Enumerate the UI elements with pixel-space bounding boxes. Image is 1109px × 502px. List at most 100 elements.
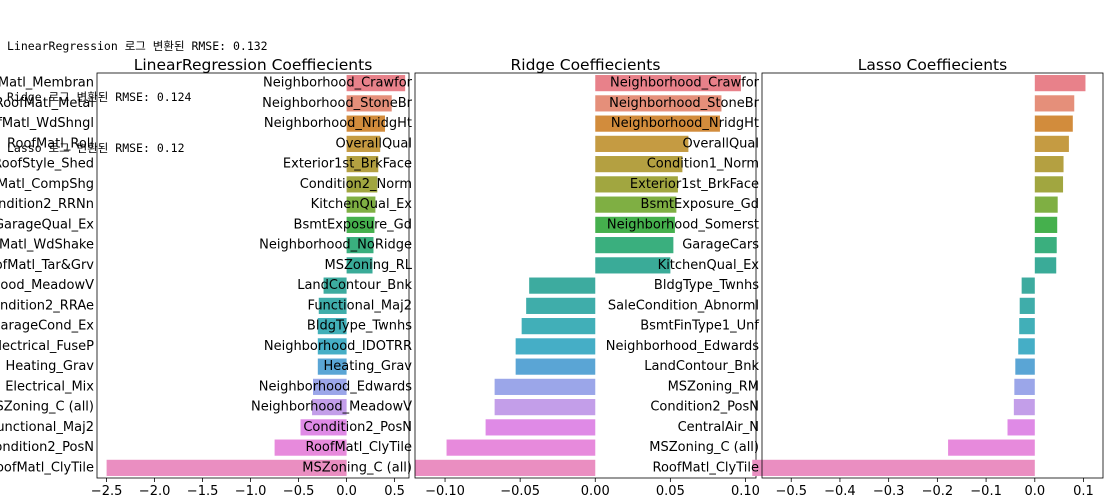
rmse-line-linear: LinearRegression 로그 변환된 RMSE: 0.132 [7, 39, 268, 53]
bar-kitchenqual-ex [595, 196, 677, 213]
bar-neighborhood-edwards [494, 378, 596, 395]
x-tick-label: 0.1 [1073, 484, 1094, 499]
category-label: RoofStyle_Shed [0, 157, 94, 172]
bar-electrical-mix [313, 378, 347, 395]
category-label: MSZoning_C (all) [0, 400, 94, 415]
category-label: RoofMatl_Roll [7, 136, 94, 151]
bar-functional-maj2 [300, 419, 347, 436]
category-label: Condition2_PosN [303, 420, 412, 435]
bar-neighborhood-nridght [1034, 115, 1073, 132]
x-tick-label: 0.0 [1024, 484, 1045, 499]
category-label: GarageCond_Ex [0, 319, 94, 334]
category-label: RoofMatl_ClyTile [0, 460, 94, 475]
bar-condition2-rrae [318, 297, 347, 314]
category-label: Neighborhood_Crawfor [263, 76, 413, 91]
category-label: Neighborhood_NridgHt [611, 116, 759, 131]
bar-neighborhood-idotrr [515, 338, 596, 355]
category-label: Condition2_PosN [650, 400, 759, 415]
category-label: RoofMatl_WdShake [0, 238, 94, 253]
bar-bsmtexposure-gd [1034, 196, 1058, 213]
bar-roofmatl-clytile [106, 459, 347, 476]
category-label: Condition1_Norm [647, 157, 759, 172]
category-label: Functional_Maj2 [0, 420, 94, 435]
x-tick-label: −0.10 [425, 484, 465, 499]
bar-roofmatl-membran [346, 75, 406, 92]
bar-condition2-posn [485, 419, 596, 436]
category-label: Neighborhood_NridgHt [264, 116, 412, 131]
x-tick-label: −0.5 [283, 484, 315, 499]
category-label: RoofMatl_Metal [0, 96, 94, 111]
category-label: RoofMatl_Tar&Grv [0, 258, 94, 273]
chart-title: Lasso Coeffiecients [858, 56, 1007, 74]
category-label: RoofMatl_ClyTile [306, 440, 412, 455]
bar-condition2-posn [274, 439, 347, 456]
rmse-line-ridge: Ridge 로그 변환된 RMSE: 0.124 [7, 90, 192, 104]
category-label: Condition2_RRAe [0, 298, 94, 313]
category-label: Neighborhood_Somerst [607, 217, 759, 232]
category-label: RoofMatl_ClyTile [653, 460, 759, 475]
bar-garagecars [1034, 237, 1057, 254]
bar-neighborhood-crawfor [1034, 75, 1086, 92]
bar-heating-grav [317, 358, 347, 375]
category-label: BldgType_Twnhs [654, 278, 759, 293]
bar-mszoning-rl [595, 257, 671, 274]
category-label: KitchenQual_Ex [311, 197, 413, 212]
axes-frame [761, 72, 1104, 479]
bar-neighborhood-stonebr [595, 95, 722, 112]
bar-neighborhood-noridge [595, 237, 674, 254]
category-label: LandContour_Bnk [297, 278, 412, 293]
category-label: BsmtFinType1_Unf [640, 319, 759, 334]
bar-bsmtfintype1-unf [1019, 318, 1035, 335]
category-label: Heating_Grav [323, 359, 412, 374]
x-tick-label: −0.4 [824, 484, 856, 499]
x-tick-label: −0.3 [873, 484, 905, 499]
category-label: MSZoning_RL [325, 258, 413, 273]
category-label: Electrical_FuseP [0, 339, 94, 354]
bar-condition2-posn [1013, 399, 1035, 416]
bar-condition2-rrnn [346, 196, 376, 213]
chart-title: Ridge Coeffiecients [511, 56, 661, 74]
category-label: KitchenQual_Ex [658, 258, 760, 273]
axes-frame [96, 72, 410, 479]
x-tick-label: −0.05 [500, 484, 540, 499]
category-label: MSZoning_C (all) [302, 460, 412, 475]
category-label: Neighborhood_IDOTRR [264, 339, 412, 354]
bar-roofmatl-clytile [752, 459, 1035, 476]
bar-neighborhood-stonebr [1034, 95, 1075, 112]
bar-landcontour-bnk [1015, 358, 1035, 375]
x-tick-label: −2.0 [139, 484, 171, 499]
category-label: Heating_Grav [5, 359, 94, 374]
category-label: MSZoning_RM [668, 379, 759, 394]
category-label: RoofMatl_CompShg [0, 177, 94, 192]
category-label: RoofMatl_WdShngl [0, 116, 94, 131]
category-label: Condition2_Norm [300, 177, 412, 192]
category-label: Neighborhood_NoRidge [259, 238, 412, 253]
category-label: MSZoning_C (all) [649, 440, 759, 455]
bar-roofmatl-metal [346, 95, 392, 112]
bar-exterior1st-brkface [595, 156, 683, 173]
bar-bldgtype-twnhs [1021, 277, 1035, 294]
bar-neighborhood-crawfor [595, 75, 741, 92]
category-label: SaleCondition_Abnorml [608, 298, 759, 313]
x-tick-label: 0.00 [581, 484, 610, 499]
bar-mszoning-c-all [312, 399, 347, 416]
bar-salecondition-abnorml [1019, 297, 1035, 314]
bar-mszoning-c-all [948, 439, 1035, 456]
x-tick-label: −1.0 [235, 484, 267, 499]
bar-roofmatl-clytile [446, 439, 596, 456]
x-tick-label: −0.2 [922, 484, 954, 499]
axes-frame [414, 72, 757, 479]
category-label: Condition2_RRNn [0, 197, 94, 212]
category-label: Neighborhood_Crawfor [610, 76, 760, 91]
category-label: Neighborhood_MeadowV [0, 278, 94, 293]
x-tick-label: −0.1 [970, 484, 1002, 499]
category-label: Condition2_PosN [0, 440, 94, 455]
bar-bldgtype-twnhs [521, 318, 596, 335]
bar-neighborhood-meadowv [323, 277, 347, 294]
rmse-line-lasso: Lasso 로그 변환된 RMSE: 0.12 [7, 141, 185, 155]
linear-coef-chart: RoofMatl_Membran RoofMatl_Metal RoofMatl_W… [0, 56, 410, 499]
bar-roofmatl-tar-grv [346, 257, 373, 274]
bar-overallqual [595, 135, 689, 152]
category-label: LandContour_Bnk [644, 359, 759, 374]
